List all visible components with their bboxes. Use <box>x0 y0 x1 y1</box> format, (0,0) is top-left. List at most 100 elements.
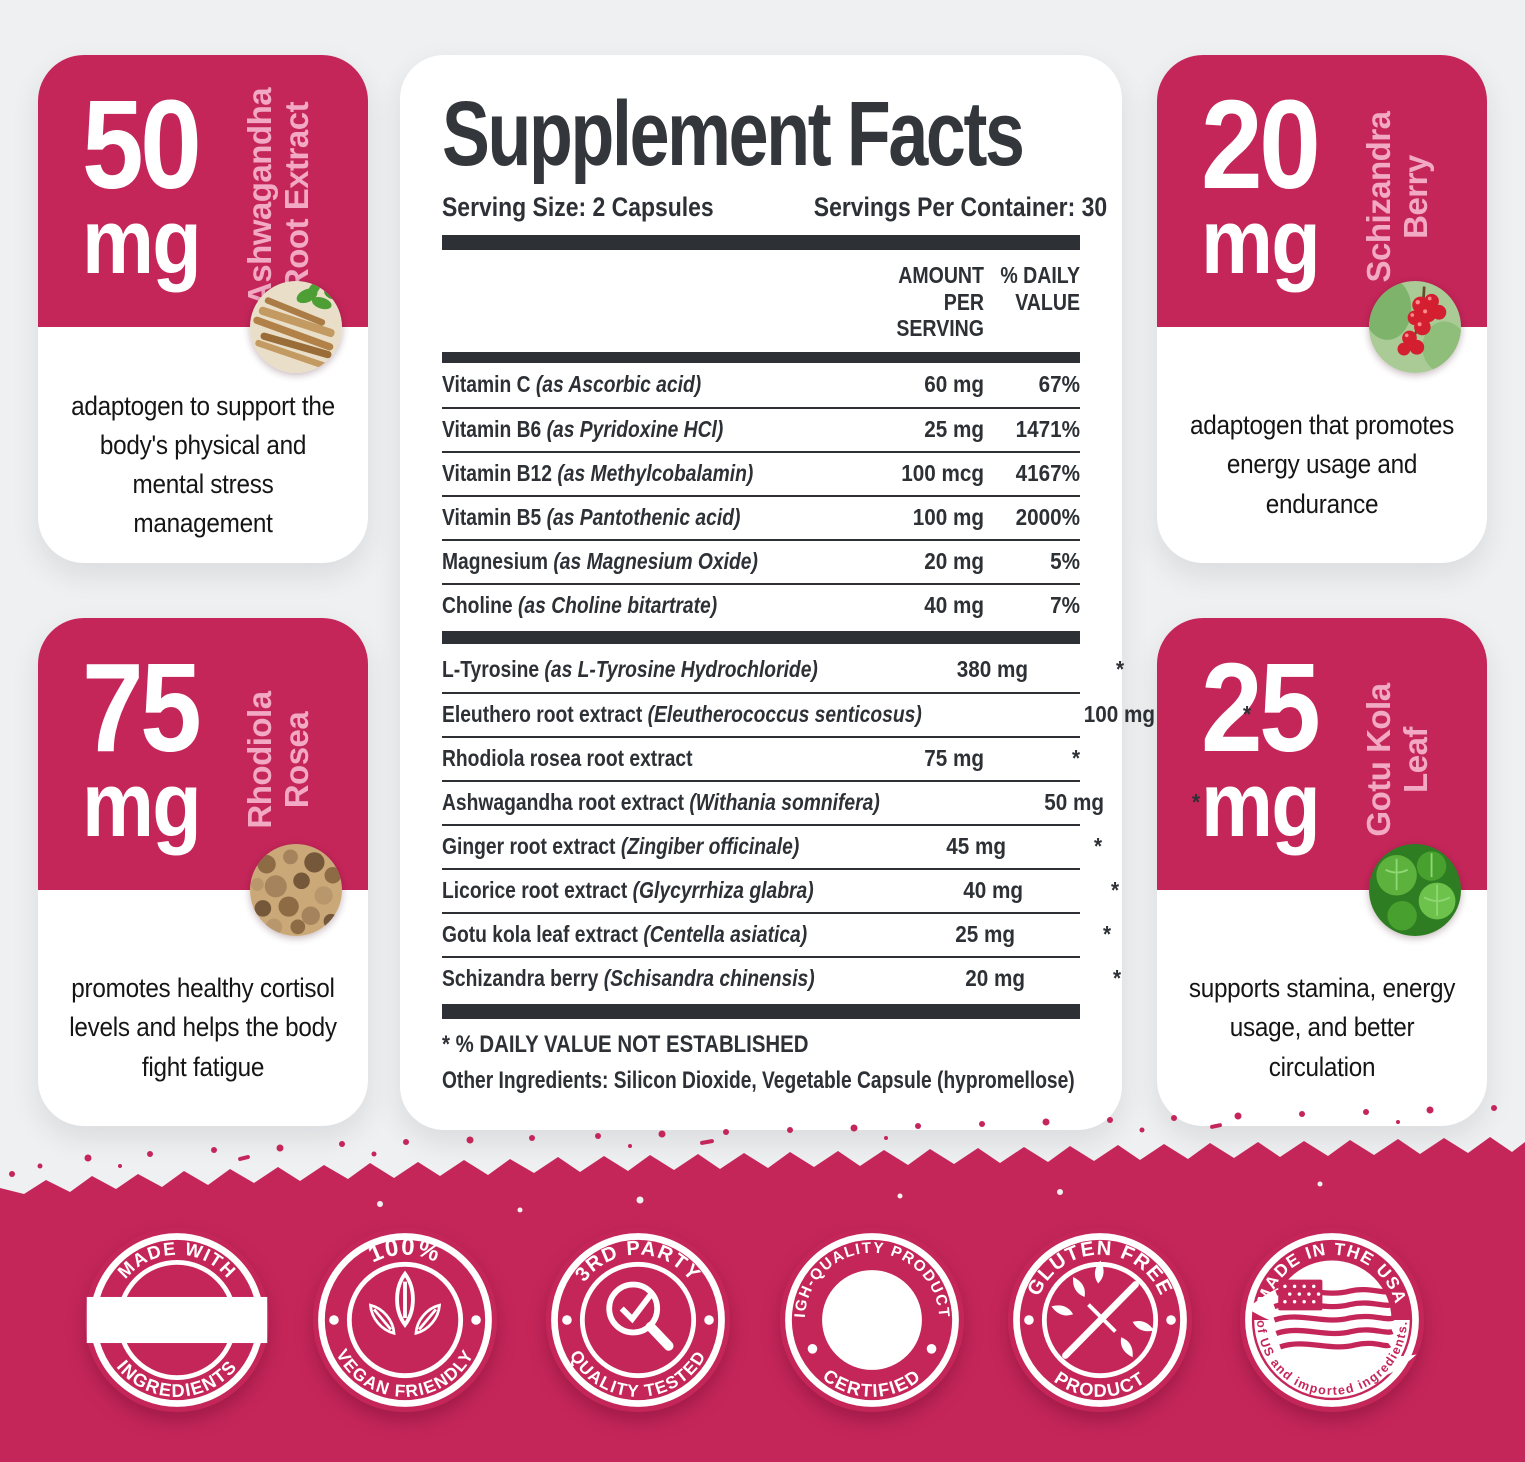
ingredient-benefit-text: adaptogen that promotes energy usage and… <box>1189 410 1454 519</box>
table-row: Licorice root extract (Glycyrrhiza glabr… <box>442 867 1119 912</box>
ingredient-amount: 60 mg <box>924 371 984 398</box>
ingredient-daily-value: 5% <box>1050 548 1080 575</box>
table-row: Ashwagandha root extract (Withania somni… <box>442 779 1200 824</box>
ingredient-daily-value: 2000% <box>1015 504 1080 531</box>
badge-non-gmo: MADE WITH INGREDIENTS NON GMO <box>84 1227 270 1413</box>
table-row: Schizandra berry (Schisandra chinensis) … <box>442 955 1121 1000</box>
ingredient-name: L-Tyrosine (as L-Tyrosine Hydrochloride) <box>442 656 818 683</box>
ingredient-amount: 100 mg <box>912 504 984 531</box>
table-row: Magnesium (as Magnesium Oxide) 20 mg 5% <box>442 538 1080 583</box>
table-row: Gotu kola leaf extract (Centella asiatic… <box>442 911 1111 956</box>
ingredient-name: Choline (as Choline bitartrate) <box>442 592 718 619</box>
dosage-amount: 50 mg <box>82 74 202 293</box>
ingredient-daily-value: 7% <box>1050 592 1080 619</box>
ingredient-name: Magnesium (as Magnesium Oxide) <box>442 548 758 575</box>
ingredient-name: Ginger root extract (Zingiber officinale… <box>442 833 800 860</box>
serving-info: Serving Size: 2 Capsules Servings Per Co… <box>442 192 1107 223</box>
ingredient-daily-value: 67% <box>1038 371 1080 398</box>
daily-value-footnote: * % DAILY VALUE NOT ESTABLISHED <box>442 1030 809 1058</box>
ingredient-daily-value: * <box>1116 656 1125 683</box>
ingredient-name: Rhodiola rosea root extract <box>442 745 693 772</box>
non-gmo-center-text: NON GMO <box>90 1303 264 1340</box>
ingredient-name: Vitamin C (as Ascorbic acid) <box>442 371 702 398</box>
dosage-amount: 20 mg <box>1201 74 1321 293</box>
ingredient-benefit-text: adaptogen to support the body's physical… <box>71 390 335 539</box>
card-schizandra: 20 mg Schizandra Berry <box>1157 55 1487 563</box>
ingredient-amount: 100 mcg <box>901 460 984 487</box>
dosage-amount: 25 mg <box>1201 637 1321 856</box>
ingredient-vertical-label: Schizandra Berry <box>1360 111 1434 283</box>
card-rhodiola: 75 mg Rhodiola Rosea <box>38 618 368 1126</box>
ingredient-amount: 50 mg <box>1044 789 1104 816</box>
ingredient-name: Vitamin B12 (as Methylcobalamin) <box>442 460 754 487</box>
table-row: L-Tyrosine (as L-Tyrosine Hydrochloride)… <box>442 648 1124 692</box>
ingredient-daily-value: * <box>1093 833 1102 860</box>
ingredient-name: Vitamin B6 (as Pyridoxine HCl) <box>442 416 724 443</box>
ingredient-daily-value: * <box>1112 965 1121 992</box>
divider-bar <box>442 630 1080 644</box>
botanical-rows: L-Tyrosine (as L-Tyrosine Hydrochloride)… <box>442 648 1251 1000</box>
ingredient-daily-value: * <box>1111 877 1120 904</box>
table-row: Vitamin B12 (as Methylcobalamin) 100 mcg… <box>442 450 1080 495</box>
card-rhodiola-header: 75 mg Rhodiola Rosea <box>38 618 368 890</box>
amount-column-header: AMOUNT PER SERVING <box>896 262 984 342</box>
serving-size: Serving Size: 2 Capsules <box>442 192 714 223</box>
ingredient-amount: 40 mg <box>963 877 1024 904</box>
panel-title: Supplement Facts <box>442 83 1025 185</box>
ingredient-amount: 20 mg <box>924 548 984 575</box>
no-gluten-icon <box>1051 1260 1155 1359</box>
table-row: Rhodiola rosea root extract 75 mg * <box>442 735 1080 780</box>
ingredient-vertical-label: Rhodiola Rosea <box>241 691 315 829</box>
ingredient-daily-value: 1471% <box>1015 416 1080 443</box>
card-ashwagandha-header: 50 mg Ashwagandha Root Extract <box>38 55 368 327</box>
card-schizandra-header: 20 mg Schizandra Berry <box>1157 55 1487 327</box>
ingredient-name: Schizandra berry (Schisandra chinensis) <box>442 965 815 992</box>
leaves-icon <box>368 1270 442 1336</box>
magnifier-check-icon <box>606 1281 674 1351</box>
card-gotu-kola: 25 mg Gotu Kola Leaf <box>1157 618 1487 1126</box>
ingredient-name: Vitamin B5 (as Pantothenic acid) <box>442 504 741 531</box>
ingredient-daily-value: * <box>1071 745 1080 772</box>
supplement-facts-panel: Supplement Facts Serving Size: 2 Capsule… <box>400 55 1251 1130</box>
table-row: Choline (as Choline bitartrate) 40 mg 7% <box>442 582 1080 627</box>
ingredient-vertical-label: Ashwagandha Root Extract <box>241 87 315 307</box>
ingredient-amount: 45 mg <box>945 833 1006 860</box>
badge-gluten-free: GLUTEN FREE PRODUCT <box>1007 1227 1193 1413</box>
card-ashwagandha: 50 mg Ashwagandha Root Extract <box>38 55 368 563</box>
ingredient-daily-value: * <box>1103 921 1112 948</box>
vitamin-mineral-rows: Vitamin C (as Ascorbic acid) 60 mg 67% V… <box>442 363 1080 627</box>
ingredient-amount: 25 mg <box>924 416 984 443</box>
ingredient-daily-value: * <box>1191 789 1200 816</box>
ingredient-name: Ashwagandha root extract (Withania somni… <box>442 789 880 816</box>
ingredient-amount: 380 mg <box>957 656 1029 683</box>
ingredient-name: Gotu kola leaf extract (Centella asiatic… <box>442 921 808 948</box>
table-row: Vitamin B6 (as Pyridoxine HCl) 25 mg 147… <box>442 406 1080 451</box>
daily-value-column-header: % DAILY VALUE <box>1000 262 1080 315</box>
ingredient-daily-value: * <box>1243 701 1252 728</box>
ingredient-vertical-label: Gotu Kola Leaf <box>1360 683 1434 837</box>
badge-gmp-certified: HIGH-QUALITY PRODUCTS CERTIFIED GMP <box>770 1211 965 1413</box>
ingredient-name: Eleuthero root extract (Eleutherococcus … <box>442 701 922 728</box>
usa-flag-icon <box>1247 1260 1417 1398</box>
badge-made-in-usa: MADE IN THE USA of US and imported ingre… <box>1239 1227 1425 1413</box>
rhodiola-root-photo <box>250 844 342 936</box>
ingredient-amount: 75 mg <box>924 745 984 772</box>
card-gotu-kola-header: 25 mg Gotu Kola Leaf <box>1157 618 1487 890</box>
ingredient-benefit-text: supports stamina, energy usage, and bett… <box>1188 973 1456 1082</box>
ingredient-amount: 40 mg <box>924 592 984 619</box>
ingredient-daily-value: 4167% <box>1015 460 1080 487</box>
other-ingredients: Other Ingredients: Silicon Dioxide, Vege… <box>442 1066 1075 1094</box>
gmp-seal-icon <box>822 1270 922 1370</box>
ingredient-amount: 20 mg <box>964 965 1025 992</box>
table-row: Eleuthero root extract (Eleutherococcus … <box>442 691 1251 736</box>
dosage-amount: 75 mg <box>82 637 202 856</box>
divider-bar <box>442 351 1080 363</box>
table-row: Vitamin C (as Ascorbic acid) 60 mg 67% <box>442 363 1080 407</box>
ingredient-benefit-text: promotes healthy cortisol levels and hel… <box>69 973 337 1082</box>
non-gmo-banner-icon <box>86 1296 268 1344</box>
gmp-center-text: GMP <box>834 1303 910 1339</box>
servings-per-container: Servings Per Container: 30 <box>813 192 1107 223</box>
table-row: Vitamin B5 (as Pantothenic acid) 100 mg … <box>442 494 1080 539</box>
ingredient-amount: 25 mg <box>955 921 1016 948</box>
gotu-kola-leaf-photo <box>1369 844 1461 936</box>
